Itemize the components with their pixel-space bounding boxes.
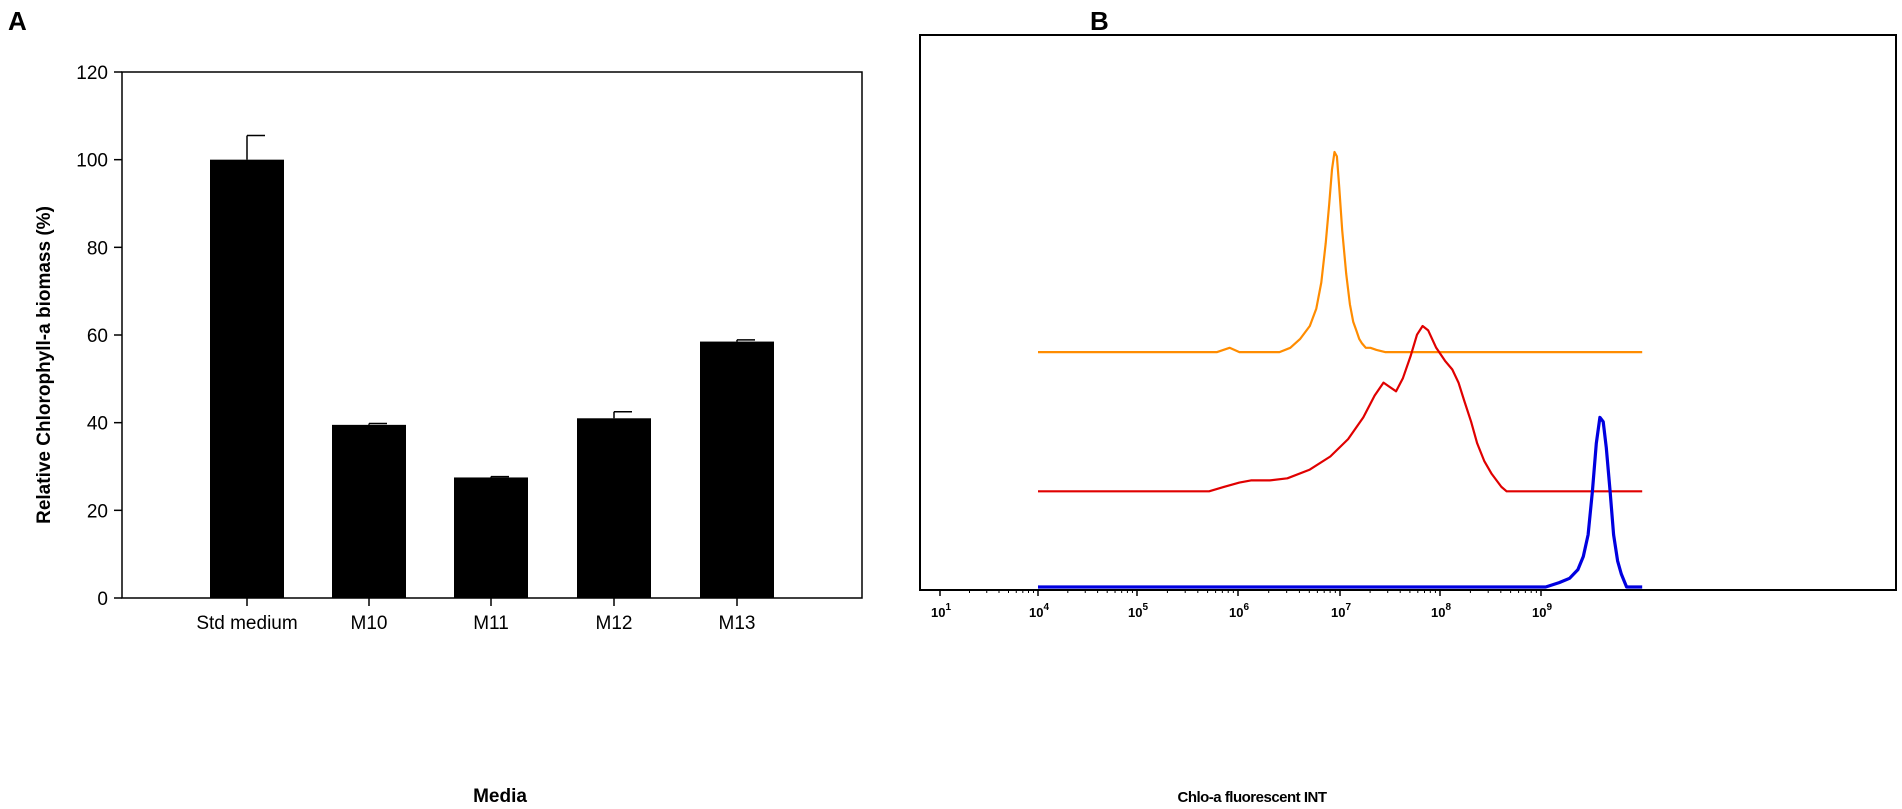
x-tick-label: 105 xyxy=(1128,602,1148,620)
bar xyxy=(332,424,406,598)
x-tick-label: 106 xyxy=(1229,602,1249,620)
histogram-line xyxy=(1038,415,1643,589)
panel-label-b: B xyxy=(1090,6,1109,36)
bar-chart-panel-a: 0 20 40 60 80 100 120 Std medium M10 M11 M12 M13 M… xyxy=(34,63,863,807)
histogram-line xyxy=(1038,150,1643,354)
y-tick-label: 120 xyxy=(76,63,108,84)
x-tick-label: 104 xyxy=(1029,602,1049,620)
bar xyxy=(700,341,774,598)
x-axis-title-b: Chlo-a fluorescent INT xyxy=(1177,789,1326,806)
y-axis-title-a: Relative Chlorophyll-a biomass (%) xyxy=(34,206,55,524)
bars-a xyxy=(210,134,774,598)
x-tick-label: 108 xyxy=(1431,602,1451,620)
x-tick-label: M13 xyxy=(719,613,756,634)
x-tick-label: Std medium xyxy=(196,613,297,634)
y-axis-ticks-a: 0 20 40 60 80 100 120 xyxy=(76,63,122,610)
bar xyxy=(577,418,651,598)
plot-frame-b xyxy=(919,34,1897,591)
x-tick-label: M10 xyxy=(351,613,388,634)
histogram-line xyxy=(1038,324,1643,493)
histogram-lines-b xyxy=(1038,150,1643,589)
x-axis-ticks-b: 101 104 105 106 107 108 109 xyxy=(931,590,1552,620)
bar xyxy=(210,159,284,598)
x-tick-label: 101 xyxy=(931,602,951,620)
x-tick-label: 109 xyxy=(1532,602,1552,620)
x-tick-label: M12 xyxy=(596,613,633,634)
y-tick-label: 60 xyxy=(87,326,108,347)
bar xyxy=(454,477,528,598)
x-tick-label: 107 xyxy=(1331,602,1351,620)
x-axis-ticks-a: Std medium M10 M11 M12 M13 xyxy=(196,598,755,634)
histogram-panel-b: 101 104 105 106 107 108 109 Chlo-a fluorescent… xyxy=(919,34,1897,806)
y-tick-label: 80 xyxy=(87,238,108,259)
y-tick-label: 20 xyxy=(87,501,108,522)
y-tick-label: 0 xyxy=(97,589,108,610)
panel-label-a: A xyxy=(8,6,27,36)
y-tick-label: 100 xyxy=(76,151,108,172)
x-tick-label: M11 xyxy=(473,613,509,634)
x-axis-title-a: Media xyxy=(473,786,527,807)
y-tick-label: 40 xyxy=(87,414,108,435)
